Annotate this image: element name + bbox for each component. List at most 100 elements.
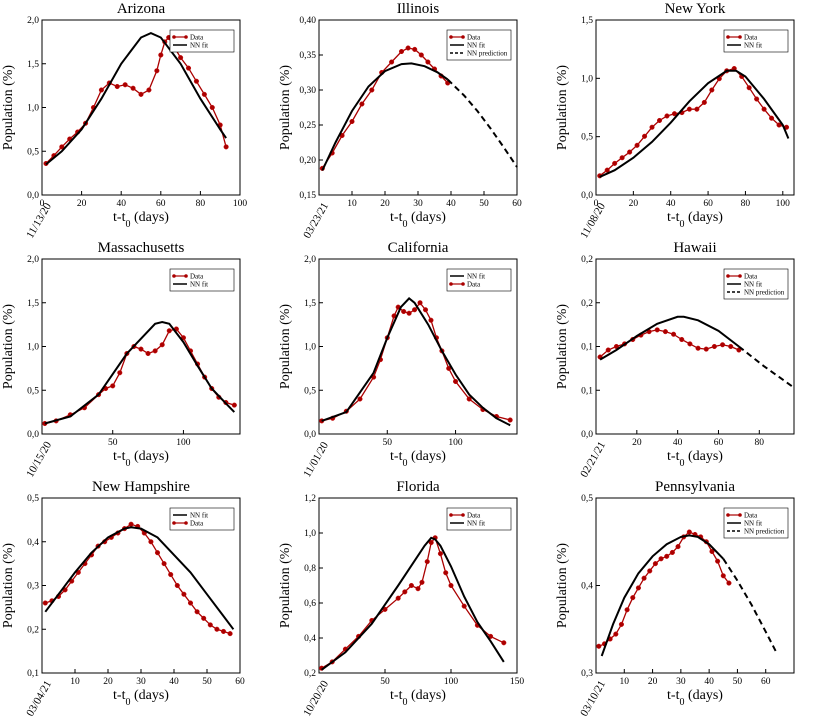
panel-title: Arizona: [117, 1, 166, 17]
data-point: [415, 586, 421, 592]
panel-massachusetts: Massachusetts 0,0 0,5 1,0 1,5 2,0 50 100 10/15/2…: [0, 239, 276, 480]
data-point: [405, 45, 411, 51]
y-tick-label: 0,2: [27, 625, 39, 635]
legend-marker: [449, 513, 453, 517]
data-point: [612, 160, 618, 166]
data-point: [686, 529, 692, 535]
y-tick-label: 0,5: [581, 133, 593, 143]
y-tick-label: 0,0: [304, 430, 316, 440]
y-axis-label: Population (%): [1, 304, 16, 389]
x-tick-label: 40: [116, 199, 126, 209]
data-point: [194, 609, 200, 615]
y-tick-label: 1,5: [27, 60, 39, 70]
plot-frame: [318, 497, 518, 674]
series-fit-line: [321, 62, 449, 171]
legend-marker: [726, 274, 730, 278]
data-point: [408, 582, 414, 589]
data-point: [634, 142, 640, 148]
data-point: [417, 300, 423, 306]
data-point: [114, 83, 120, 90]
panel-title: Florida: [396, 479, 440, 495]
y-tick-label: 0,2: [581, 299, 593, 309]
legend-label: NN fit: [467, 42, 485, 50]
y-tick-label: 0,0: [27, 191, 39, 201]
y-axis-label: Population (%): [555, 304, 570, 389]
y-tick-label: 1,5: [581, 16, 593, 26]
data-point: [402, 589, 408, 595]
data-point: [679, 336, 685, 343]
data-point: [658, 556, 664, 562]
y-tick-label: 0,4: [304, 634, 316, 644]
data-point: [223, 144, 229, 150]
legend-label: NN prediction: [744, 528, 785, 536]
x-tick-label: 20: [648, 677, 658, 687]
start-date-label: 02/21/21: [578, 440, 608, 480]
y-tick-label: 0,30: [299, 86, 316, 96]
data-point: [647, 568, 653, 574]
data-point: [98, 87, 104, 93]
data-point: [369, 87, 375, 93]
y-tick-label: 2,0: [27, 16, 39, 26]
data-point: [652, 561, 658, 567]
y-tick-label: 1,5: [304, 299, 316, 309]
data-point: [703, 346, 709, 352]
data-point: [178, 55, 184, 61]
legend-label: Data: [744, 34, 758, 42]
y-tick-label: 0,5: [304, 386, 316, 396]
y-tick-label: 1,2: [304, 494, 316, 504]
x-tick-label: 40: [446, 199, 456, 209]
legend-marker: [738, 274, 742, 278]
data-point: [437, 551, 443, 557]
legend-label: Data: [744, 512, 758, 520]
data-point: [168, 572, 174, 578]
legend-marker: [726, 35, 730, 39]
data-point: [349, 118, 355, 125]
x-tick-label: 10: [347, 199, 357, 209]
y-axis-label: Population (%): [555, 65, 570, 150]
x-tick-label: 0: [594, 199, 599, 209]
data-point: [605, 347, 611, 353]
x-tick-label: 20: [103, 677, 113, 687]
x-tick-label: 10: [70, 677, 80, 687]
data-point: [501, 640, 507, 646]
data-point: [613, 631, 619, 637]
data-point: [695, 345, 701, 351]
data-point: [694, 106, 700, 112]
legend-marker: [449, 282, 453, 286]
data-point: [201, 91, 207, 97]
y-tick-label: 0,3: [27, 582, 39, 592]
panel-title: Massachusetts: [98, 240, 185, 256]
start-date-label: 03/04/21: [24, 679, 54, 717]
data-point: [130, 85, 136, 91]
y-axis-label: Population (%): [278, 304, 293, 389]
data-point: [122, 82, 128, 88]
pennsylvania-chart: Pennsylvania 0,3 0,4 0,5 10 20 30 40 50 60 03/10/2…: [555, 479, 795, 717]
y-axis-label: Population (%): [278, 543, 293, 628]
y-tick-label: 1,0: [304, 343, 316, 353]
data-point: [146, 87, 152, 93]
data-point: [664, 113, 670, 119]
panel-california: California 0,0 0,5 1,0 1,5 2,0 50 100 11/01/20 t-…: [277, 239, 553, 480]
x-tick-label: 80: [741, 199, 751, 209]
data-point: [720, 342, 726, 348]
legend-label: Data: [744, 273, 758, 281]
data-point: [664, 553, 670, 559]
data-point: [649, 124, 655, 130]
x-tick-label: 60: [761, 677, 771, 687]
x-axis-label: t-t0 (days): [667, 449, 723, 469]
data-point: [671, 111, 678, 117]
legend-label: NN fit: [467, 273, 485, 281]
x-tick-label: 100: [444, 677, 459, 687]
data-point: [220, 628, 227, 634]
florida-chart: Florida 0,2 0,4 0,6 0,8 1,0 1,2 50 100 150 10/20/2…: [278, 479, 525, 717]
y-tick-label: 1,0: [581, 74, 593, 84]
data-point: [152, 348, 158, 354]
x-tick-label: 150: [510, 677, 525, 687]
series-prediction-line: [722, 558, 778, 655]
data-point: [746, 85, 752, 91]
legend-label: NN prediction: [744, 289, 785, 297]
data-point: [138, 91, 144, 97]
y-tick-label: 0,25: [299, 121, 316, 131]
data-point: [654, 327, 660, 333]
